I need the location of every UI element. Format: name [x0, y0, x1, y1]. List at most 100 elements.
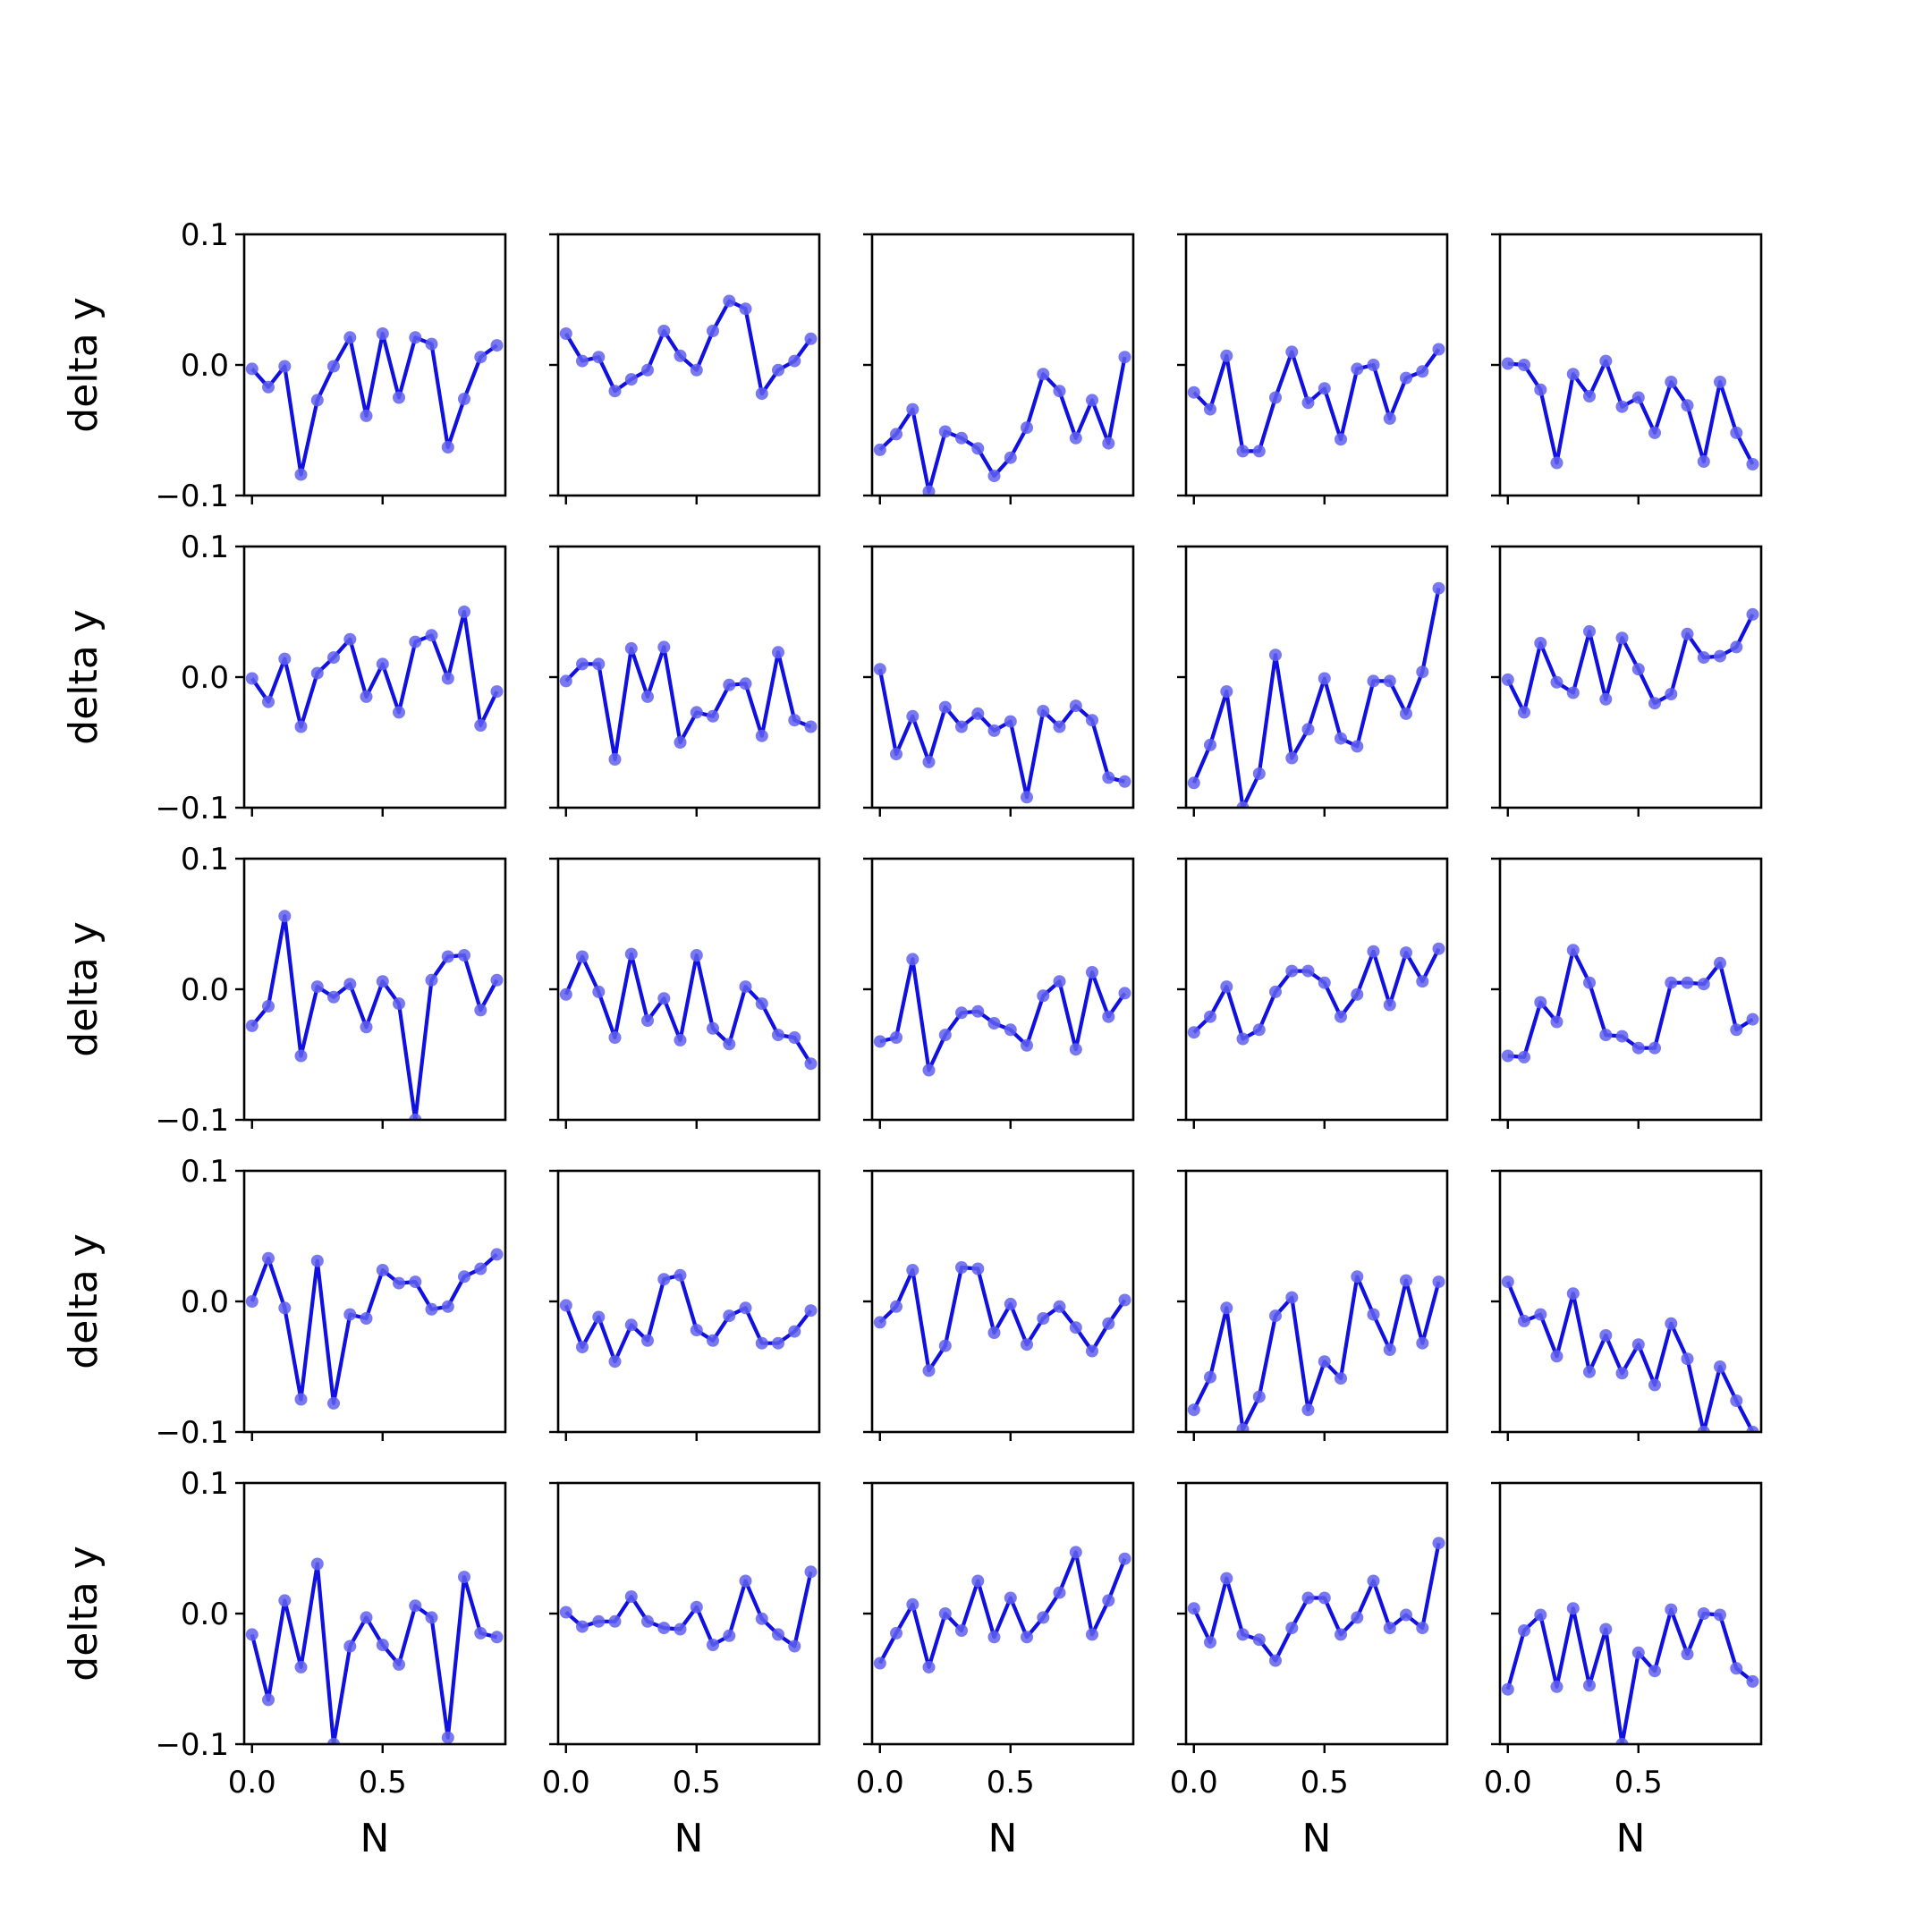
data-point [327, 651, 340, 665]
data-point [1432, 1275, 1445, 1289]
y-tick-label: −0.1 [155, 791, 229, 826]
data-point [1351, 1270, 1364, 1284]
data-point [804, 1304, 818, 1318]
panel-r3-c1 [549, 1169, 821, 1441]
data-point [1615, 631, 1629, 645]
data-point [1037, 989, 1050, 1003]
panel-plot-area [245, 910, 504, 1120]
x-tick-label: 0.5 [1614, 1765, 1663, 1801]
data-point [559, 987, 572, 1001]
data-point [343, 1308, 357, 1321]
x-tick-label: 0.0 [542, 1765, 590, 1801]
data-point [707, 1639, 719, 1651]
data-point [1416, 975, 1429, 988]
data-point [1599, 1623, 1613, 1636]
data-point [723, 1629, 736, 1642]
series-line [564, 952, 813, 1065]
data-point [490, 973, 504, 987]
panel-r4-c1: 0.0 0.5 N [542, 1481, 821, 1861]
y-axis-label: delta y [61, 609, 106, 744]
data-point [1236, 1628, 1250, 1641]
data-point [1383, 1622, 1396, 1635]
data-point [360, 409, 373, 422]
panel-plot-area [559, 640, 818, 766]
data-point [592, 985, 606, 998]
data-point [262, 1693, 275, 1707]
data-point [393, 706, 405, 719]
data-point [490, 339, 504, 352]
series-line [250, 1562, 497, 1744]
data-point [245, 672, 258, 685]
data-point [360, 690, 373, 703]
data-point [576, 1341, 589, 1354]
data-point [1004, 1297, 1017, 1310]
data-point [1566, 368, 1580, 381]
data-point [1053, 975, 1066, 988]
data-point [1204, 1636, 1216, 1649]
data-point [1383, 411, 1396, 425]
y-tick-label: 0.1 [181, 217, 229, 253]
data-point [922, 1364, 936, 1377]
data-point [310, 666, 324, 680]
data-point [1367, 674, 1380, 688]
data-point [788, 1325, 801, 1338]
data-point [922, 485, 936, 496]
data-point [657, 992, 671, 1005]
data-point [294, 1049, 308, 1063]
data-point [1367, 1308, 1380, 1321]
data-point [1583, 976, 1596, 989]
data-point [1416, 665, 1429, 679]
data-point [343, 632, 357, 646]
data-point [1220, 1301, 1233, 1315]
data-point [1236, 1423, 1250, 1432]
data-point [1204, 738, 1216, 751]
data-point [739, 980, 752, 994]
data-point [1318, 672, 1331, 685]
panel-plot-area [873, 1546, 1131, 1674]
data-point [955, 1006, 968, 1020]
data-point [1534, 383, 1547, 396]
data-point [1681, 627, 1694, 640]
data-point [1518, 706, 1530, 719]
data-point [393, 997, 405, 1011]
data-point [938, 1339, 952, 1352]
data-point [1301, 1591, 1315, 1605]
data-point [1730, 1023, 1743, 1037]
x-axis-label: N [988, 1816, 1018, 1861]
data-point [804, 1057, 818, 1071]
data-point [1285, 1291, 1299, 1304]
data-point [1550, 1350, 1563, 1363]
data-point [1432, 343, 1445, 356]
data-point [987, 1326, 1001, 1339]
data-point [1534, 1308, 1547, 1321]
data-point [1714, 1608, 1726, 1622]
panel-r3-c0: −0.1 0.0 0.1 delta y [61, 1154, 507, 1451]
data-point [343, 1640, 357, 1653]
data-point [327, 1396, 340, 1410]
data-point [1665, 376, 1678, 388]
data-point [1550, 1680, 1563, 1693]
data-point [1518, 1050, 1530, 1063]
y-tick-label: 0.1 [181, 1466, 229, 1502]
data-point [788, 354, 801, 368]
data-point [294, 468, 308, 481]
data-point [1730, 1394, 1743, 1407]
data-point [278, 360, 292, 373]
data-point [641, 1014, 654, 1027]
data-point [1187, 386, 1200, 399]
data-point [1053, 720, 1066, 733]
data-point [608, 1355, 622, 1368]
series-line [878, 1265, 1127, 1373]
data-point [393, 391, 405, 404]
data-point [1599, 354, 1613, 368]
data-point [245, 1019, 258, 1032]
data-point [360, 1312, 373, 1325]
data-point [245, 362, 258, 376]
data-point [1714, 649, 1726, 663]
data-point [1665, 1603, 1678, 1616]
data-point [1681, 1648, 1694, 1661]
data-point [1318, 382, 1331, 395]
data-point [1069, 1546, 1082, 1559]
data-point [262, 380, 275, 394]
data-point [327, 360, 340, 373]
